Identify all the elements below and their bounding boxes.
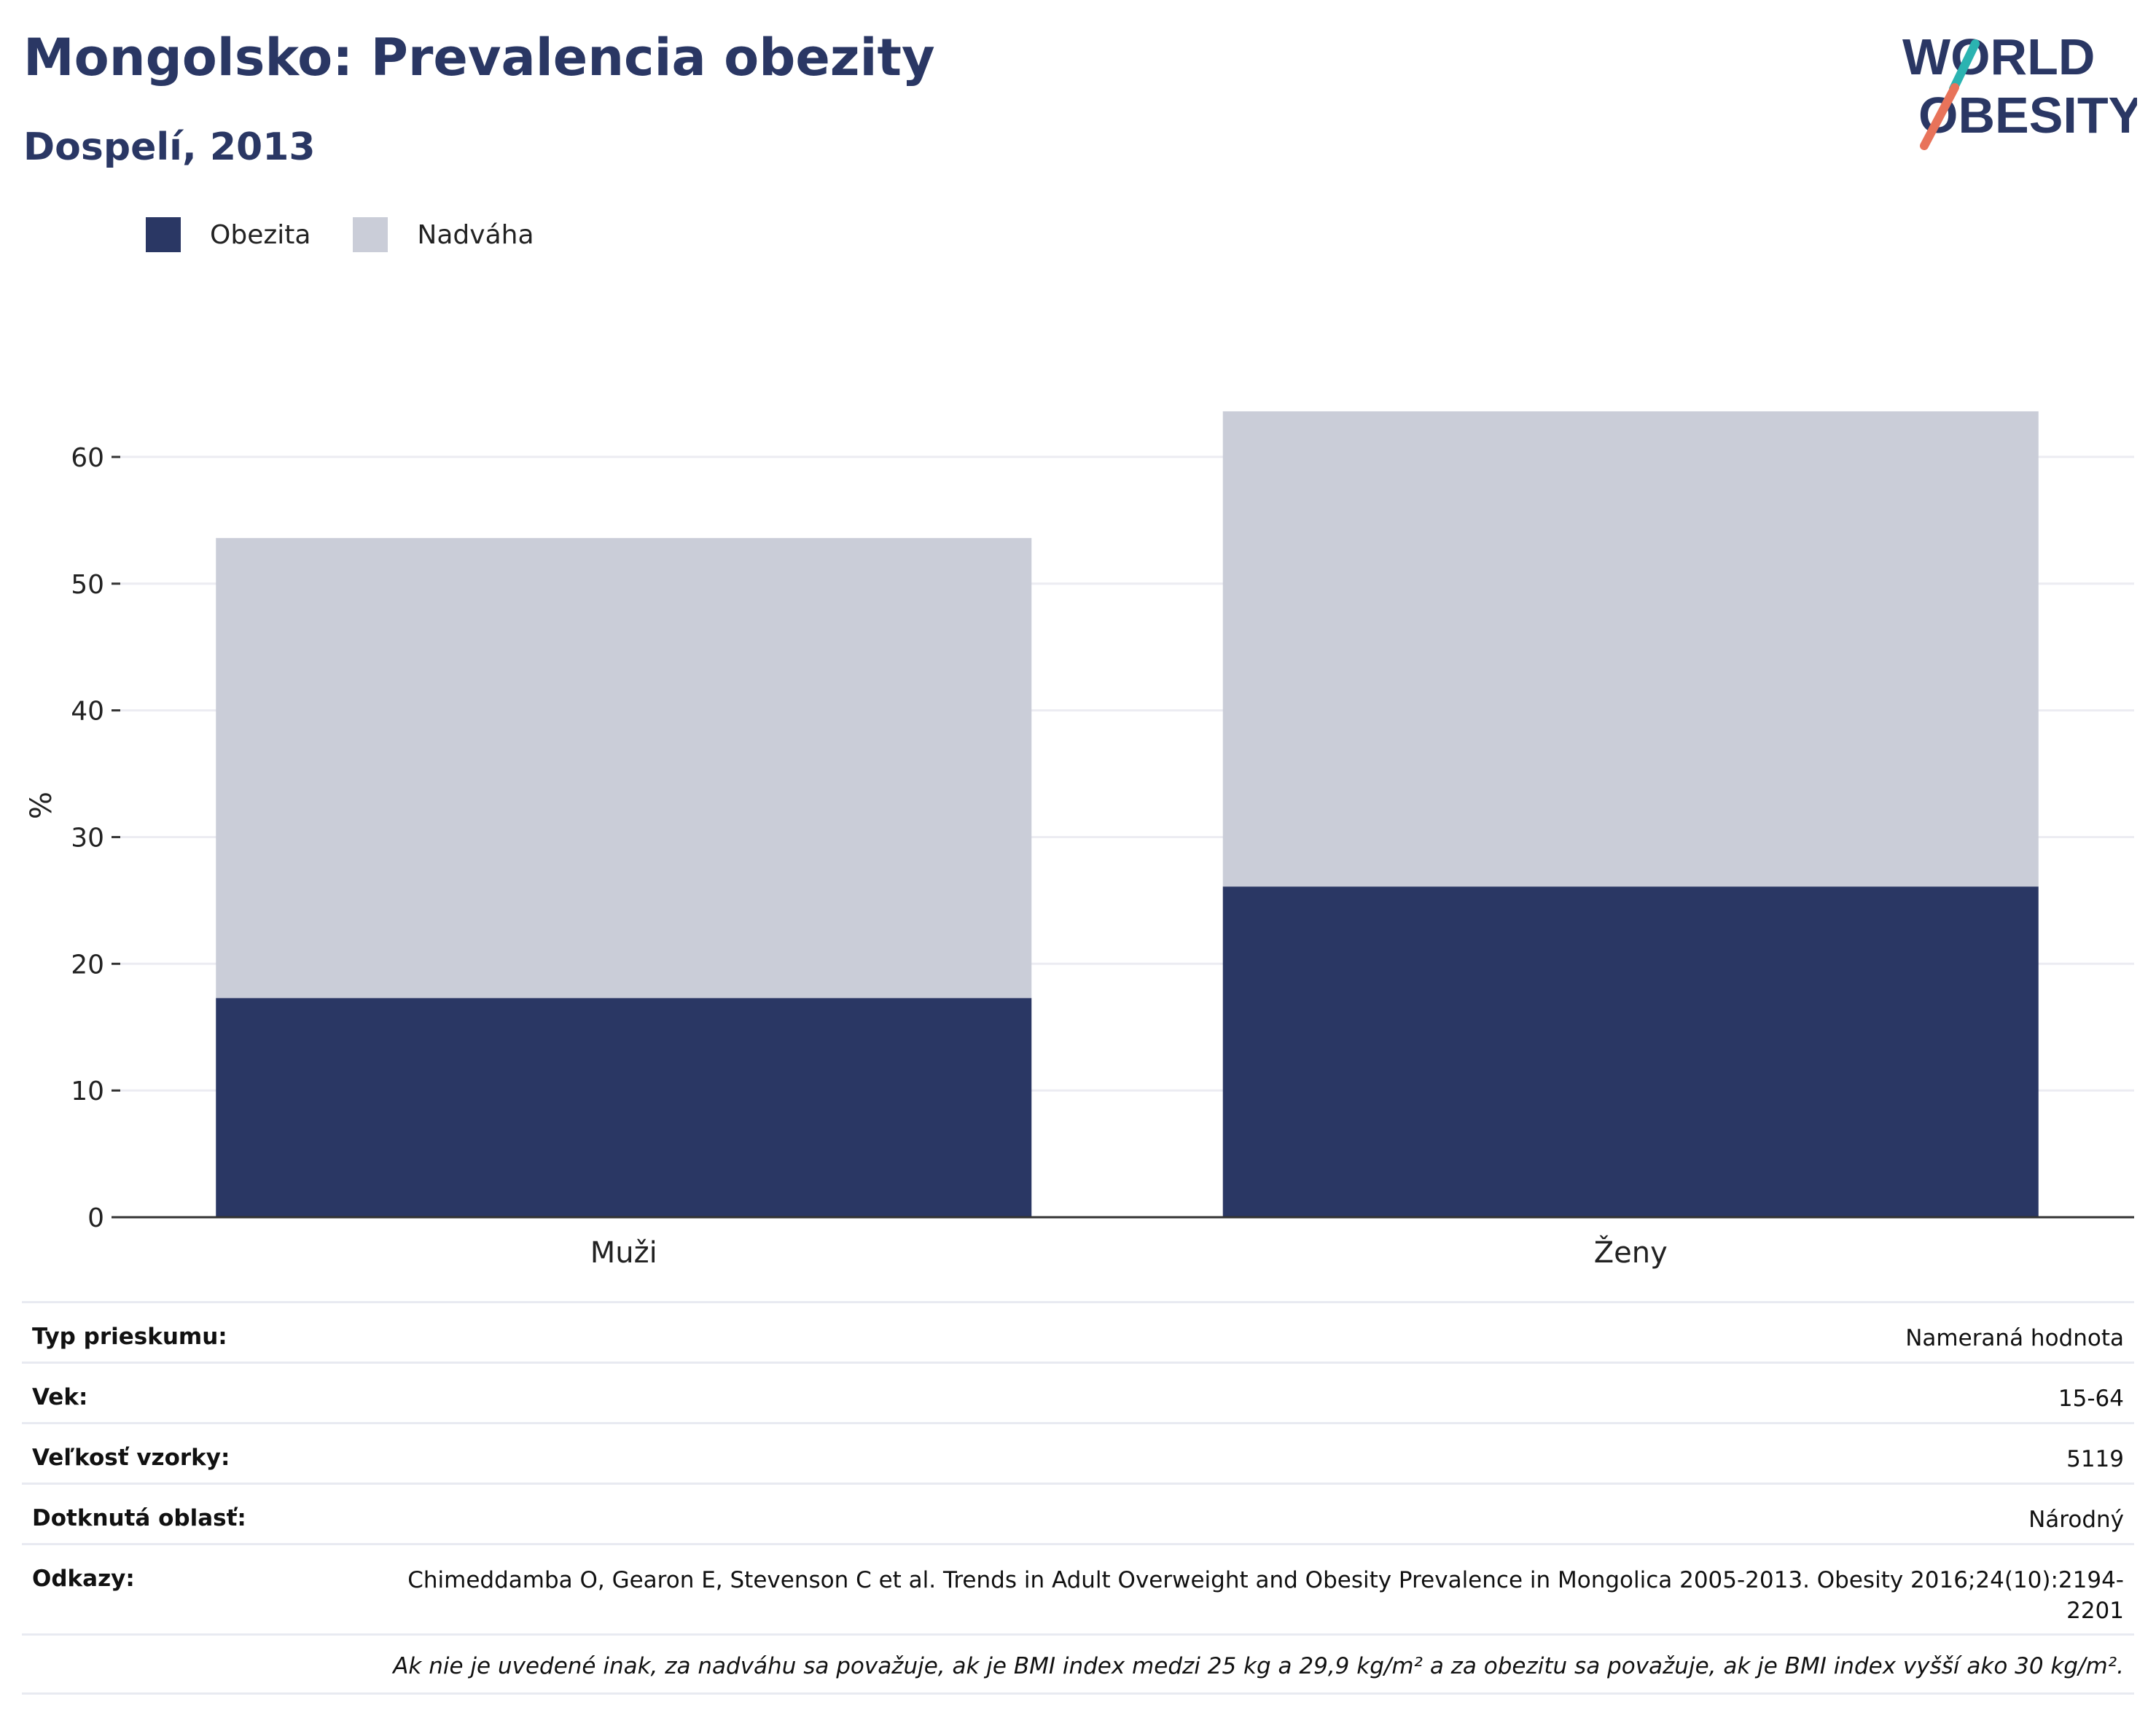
info-row-age: Vek: 15-64	[22, 1362, 2134, 1422]
info-key: Typ prieskumu:	[32, 1324, 227, 1350]
info-row-sample-size: Veľkosť vzorky: 5119	[22, 1422, 2134, 1483]
info-value: Národný	[2028, 1507, 2124, 1533]
stacked-bar-chart: 0 10 20 30 40 50 60% Muži Ženy	[25, 411, 2134, 1270]
legend-label: Nadváha	[417, 219, 534, 250]
info-row-survey-type: Typ prieskumu: Nameraná hodnota	[22, 1301, 2134, 1362]
legend-item-nadvaha[interactable]: Nadváha	[353, 217, 534, 252]
world-obesity-logo: WORLD OBESITY	[1902, 28, 2137, 150]
y-tick-label: 10	[71, 1077, 104, 1106]
legend-label: Obezita	[210, 219, 311, 250]
legend-swatch-obezita	[146, 217, 181, 252]
x-category-label: Muži	[590, 1236, 657, 1270]
logo-teal-slash	[1949, 39, 1980, 93]
y-tick-label: 50	[71, 570, 104, 600]
x-category-label: Ženy	[1594, 1235, 1668, 1270]
info-value: 5119	[2066, 1446, 2124, 1472]
y-tick-label: 30	[71, 823, 104, 853]
info-value: 15-64	[2058, 1386, 2124, 1412]
info-key: Dotknutá oblasť:	[32, 1505, 246, 1531]
logo-coral-slash	[1920, 83, 1959, 150]
chart-legend: Obezita Nadváha	[146, 217, 577, 252]
bmi-footnote: Ak nie je uvedené inak, za nadváhu sa po…	[22, 1633, 2134, 1695]
info-key: Odkazy:	[32, 1566, 135, 1592]
bar-nadvaha-0[interactable]	[216, 538, 1032, 999]
chart-title: Mongolsko: Prevalencia obezity	[23, 28, 935, 87]
info-row-references: Odkazy: Chimeddamba O, Gearon E, Stevens…	[22, 1543, 2134, 1633]
bar-nadvaha-1[interactable]	[1222, 411, 2039, 887]
survey-info-table: Typ prieskumu: Nameraná hodnota Vek: 15-…	[22, 1301, 2134, 1695]
logo-line1: WORLD	[1902, 28, 2095, 85]
y-tick-label: 20	[71, 950, 104, 980]
bar-obezita-1[interactable]	[1222, 886, 2039, 1217]
bar-obezita-0[interactable]	[216, 998, 1032, 1217]
chart-subtitle: Dospelí, 2013	[23, 125, 316, 169]
y-axis-label: %	[25, 792, 58, 819]
legend-item-obezita[interactable]: Obezita	[146, 217, 310, 252]
info-row-area: Dotknutá oblasť: Národný	[22, 1483, 2134, 1543]
info-key: Veľkosť vzorky:	[32, 1445, 230, 1471]
info-value: Chimeddamba O, Gearon E, Stevenson C et …	[407, 1567, 2124, 1624]
info-key: Vek:	[32, 1384, 88, 1410]
y-tick-label: 60	[71, 443, 104, 473]
info-value: Nameraná hodnota	[1905, 1325, 2124, 1351]
y-tick-label: 40	[71, 697, 104, 727]
legend-swatch-nadvaha	[353, 217, 388, 252]
y-tick-label: 0	[87, 1203, 104, 1233]
